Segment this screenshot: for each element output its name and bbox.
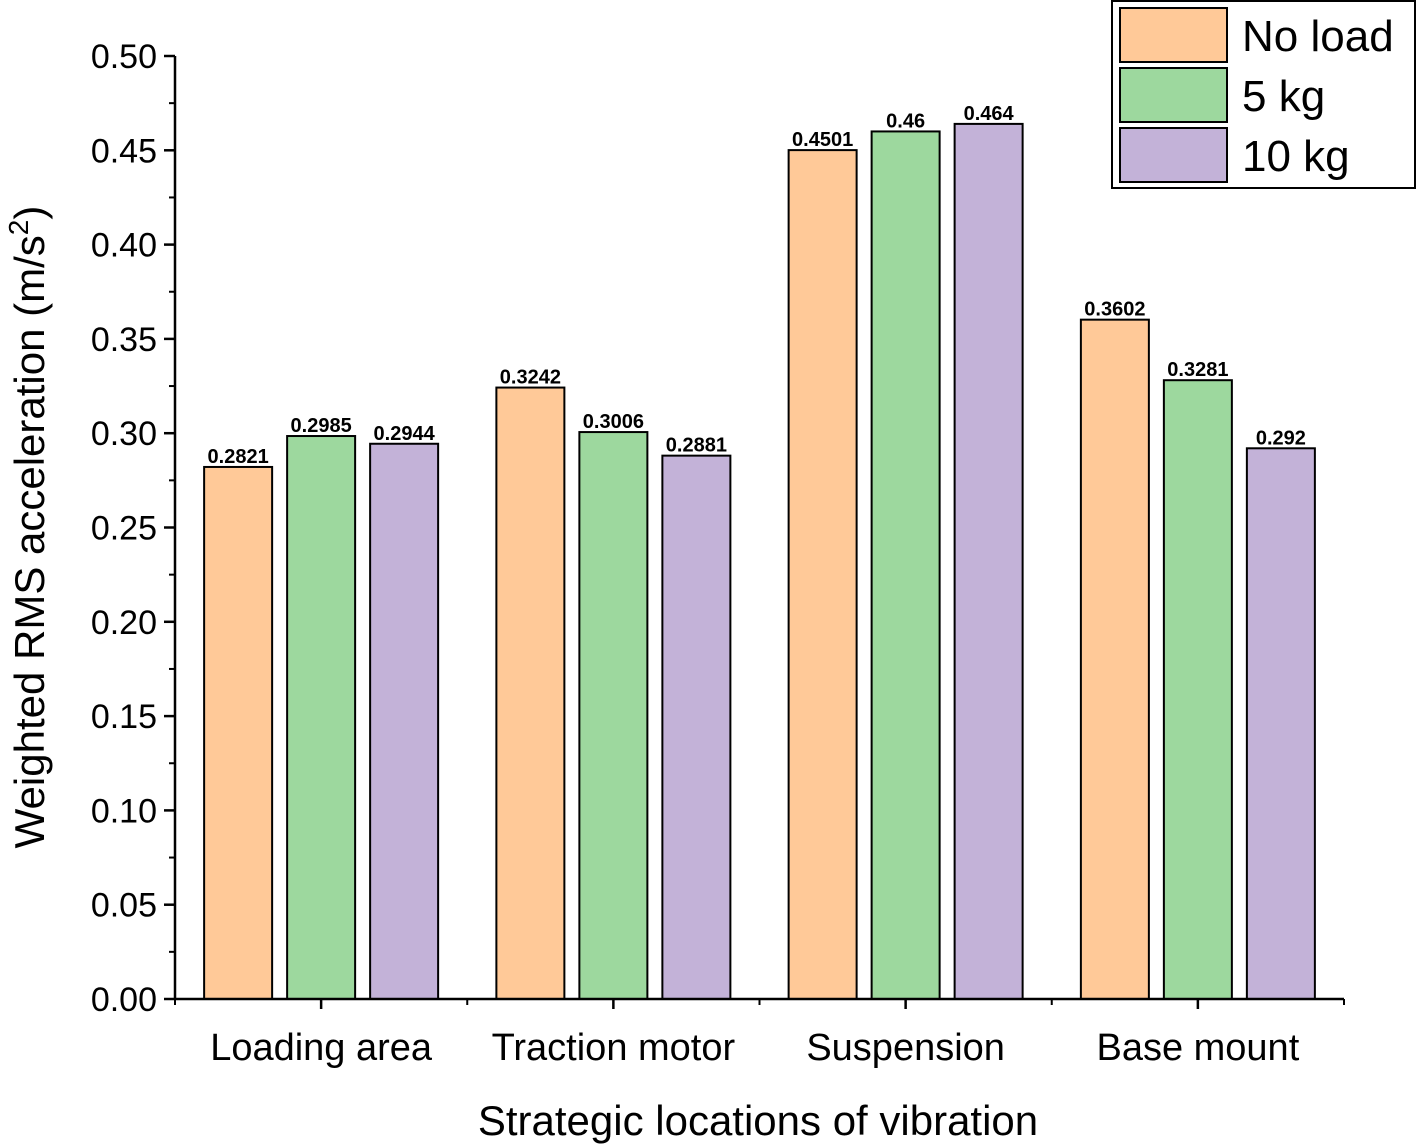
data-label: 0.292 xyxy=(1256,427,1306,449)
bar-5-kg-suspension xyxy=(870,130,941,1000)
legend-label: 5 kg xyxy=(1242,72,1325,121)
data-label: 0.464 xyxy=(964,103,1015,125)
data-label: 0.2881 xyxy=(666,435,727,457)
bar-no-load-suspension xyxy=(787,149,858,1001)
y-tick-label: 0.35 xyxy=(91,321,157,359)
data-labels-group: 0.2821 0.2985 0.2944 0.3242 0.3006 0.2881 0.45… xyxy=(208,103,1306,468)
data-label: 0.2821 xyxy=(208,446,269,468)
x-axis: Loading area Traction motor Suspension Base… xyxy=(174,997,1345,1069)
y-axis-title: Weighted RMS acceleration (m/s2) xyxy=(3,206,53,849)
bar-5-kg-loading-area xyxy=(286,435,357,1000)
data-label: 0.4501 xyxy=(792,129,853,151)
x-tick-label: Traction motor xyxy=(492,1027,736,1069)
data-label: 0.3242 xyxy=(500,367,561,389)
x-tick-label: Suspension xyxy=(806,1027,1005,1069)
bar-5-kg-base-mount xyxy=(1162,379,1233,1000)
legend-label: 10 kg xyxy=(1242,132,1350,181)
y-tick-label: 0.10 xyxy=(91,792,157,830)
x-tick-label: Loading area xyxy=(210,1027,433,1069)
y-tick-label: 0.05 xyxy=(91,887,157,925)
y-tick-label: 0.50 xyxy=(91,38,157,76)
y-tick-label: 0.15 xyxy=(91,698,157,736)
bar-10-kg-traction-motor xyxy=(661,454,732,1001)
legend-swatch xyxy=(1119,7,1228,63)
bar-10-kg-base-mount xyxy=(1245,447,1316,1000)
y-axis: 0.00 0.05 0.10 0.15 0.20 0.25 0.30 0.35 0.40 0.45… xyxy=(91,38,177,1019)
bar-no-load-base-mount xyxy=(1079,318,1150,1001)
y-tick-label: 0.00 xyxy=(91,981,157,1019)
bar-no-load-loading-area xyxy=(203,465,274,1000)
bar-5-kg-traction-motor xyxy=(578,431,649,1000)
y-axis-title-superscript: 2 xyxy=(3,220,34,236)
data-label: 0.2944 xyxy=(374,423,436,445)
legend: No load 5 kg 10 kg xyxy=(1111,0,1416,189)
x-tick-label: Base mount xyxy=(1096,1027,1299,1069)
legend-swatch xyxy=(1119,127,1228,183)
y-tick-label: 0.20 xyxy=(91,604,157,642)
y-tick-label: 0.25 xyxy=(91,510,157,548)
bar-10-kg-suspension xyxy=(953,122,1024,1000)
data-label: 0.3281 xyxy=(1167,359,1228,381)
legend-swatch xyxy=(1119,67,1228,123)
data-label: 0.3006 xyxy=(583,411,644,433)
y-axis-title-main: Weighted RMS acceleration (m/s xyxy=(6,235,53,848)
bar-10-kg-loading-area xyxy=(369,442,440,1000)
data-label: 0.2985 xyxy=(291,415,352,437)
x-axis-title: Strategic locations of vibration xyxy=(478,1097,1038,1144)
y-tick-label: 0.45 xyxy=(91,132,157,170)
data-label: 0.46 xyxy=(886,110,925,132)
bars-group xyxy=(203,122,1316,1001)
data-label: 0.3602 xyxy=(1084,299,1145,321)
legend-label: No load xyxy=(1242,12,1394,61)
y-axis-title-suffix: ) xyxy=(6,206,53,220)
y-tick-label: 0.30 xyxy=(91,415,157,453)
y-tick-label: 0.40 xyxy=(91,227,157,265)
bar-no-load-traction-motor xyxy=(495,386,566,1001)
